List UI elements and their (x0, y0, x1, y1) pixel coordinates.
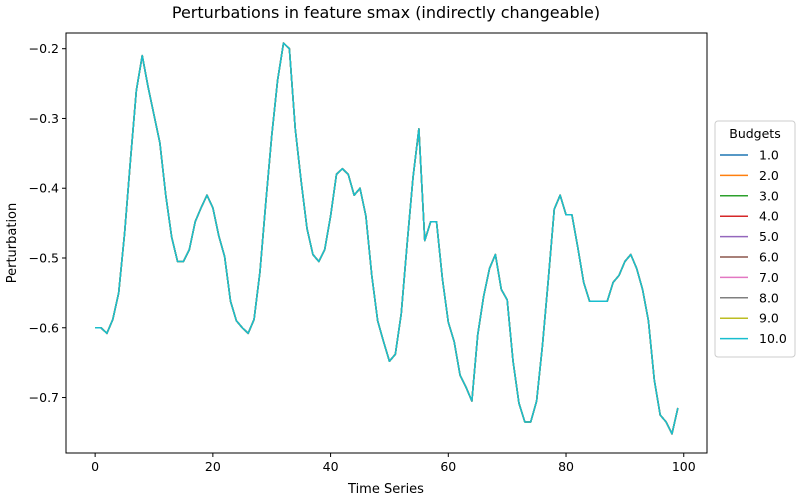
y-tick-label: −0.5 (29, 251, 59, 266)
legend-label: 6.0 (759, 250, 779, 265)
y-axis-label: Perturbation (5, 203, 20, 284)
legend-title: Budgets (729, 126, 780, 141)
y-tick-label: −0.3 (29, 111, 59, 126)
series-line-2.0 (95, 42, 679, 435)
x-tick-label: 80 (558, 459, 574, 474)
series-line-5.0 (95, 42, 679, 435)
chart-title: Perturbations in feature smax (indirectl… (172, 3, 600, 22)
legend-label: 8.0 (759, 290, 779, 305)
y-tick-label: −0.2 (29, 41, 59, 56)
x-tick-label: 100 (672, 459, 696, 474)
x-axis-ticks: 0 20 40 60 80 100 (91, 453, 696, 474)
legend: Budgets 1.0 2.0 3.0 4.0 5.0 6.0 7.0 8.0 9.0 10.0 (714, 120, 796, 358)
x-tick-label: 20 (205, 459, 221, 474)
series-line-6.0 (95, 42, 679, 435)
x-tick-label: 60 (440, 459, 456, 474)
y-axis-ticks: −0.7 −0.6 −0.5 −0.4 −0.3 −0.2 (29, 41, 66, 405)
legend-label: 7.0 (759, 270, 779, 285)
legend-label: 5.0 (759, 229, 779, 244)
plot-frame (65, 32, 708, 454)
y-tick-label: −0.6 (29, 320, 59, 335)
legend-label: 10.0 (759, 331, 787, 346)
legend-label: 3.0 (759, 188, 779, 203)
y-tick-label: −0.4 (29, 181, 59, 196)
x-tick-label: 0 (91, 459, 99, 474)
series-line-1.0 (95, 42, 679, 435)
series-line-10.0 (95, 42, 679, 435)
legend-label: 4.0 (759, 209, 779, 224)
series-line-3.0 (95, 42, 679, 435)
legend-label: 1.0 (759, 148, 779, 163)
legend-label: 2.0 (759, 168, 779, 183)
x-tick-label: 40 (323, 459, 339, 474)
legend-box (714, 120, 796, 358)
series-line-9.0 (95, 42, 679, 435)
legend-label: 9.0 (759, 311, 779, 326)
series-line-4.0 (95, 42, 679, 435)
series-line-7.0 (95, 42, 679, 435)
x-axis-label: Time Series (347, 482, 424, 497)
series-line-8.0 (95, 42, 679, 435)
y-tick-label: −0.7 (29, 390, 59, 405)
series-layer (95, 42, 679, 435)
legend-items: 1.0 2.0 3.0 4.0 5.0 6.0 7.0 8.0 9.0 10.0 (720, 148, 787, 346)
